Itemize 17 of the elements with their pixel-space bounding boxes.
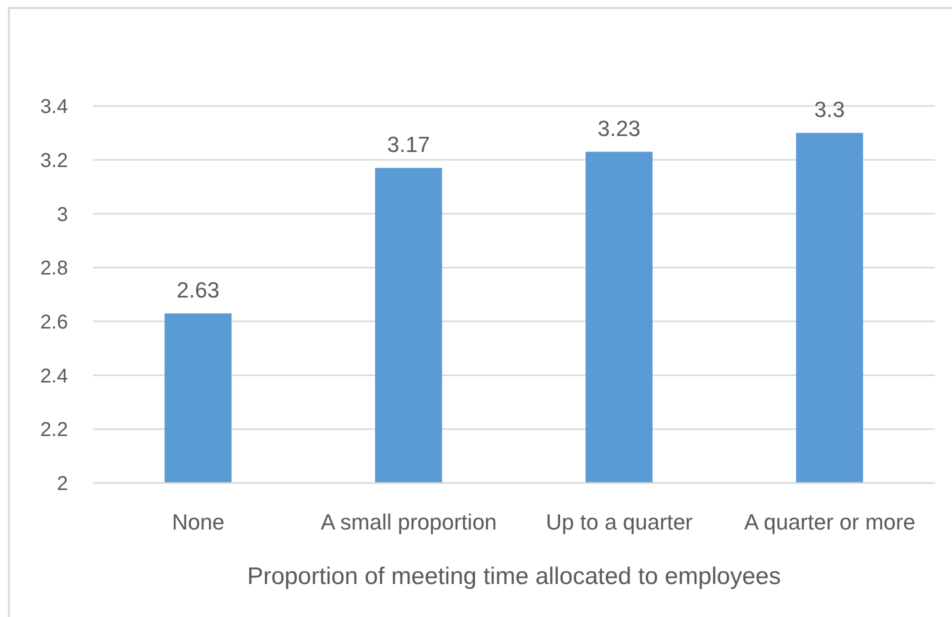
y-tick-label: 3.2 xyxy=(40,150,68,172)
y-tick-label: 2.8 xyxy=(40,258,68,280)
x-axis-title: Proportion of meeting time allocated to employees xyxy=(247,563,781,590)
data-label: 3.23 xyxy=(598,116,640,141)
x-tick-label: Up to a quarter xyxy=(546,510,693,535)
y-tick-label: 2 xyxy=(56,473,68,496)
y-tick-label: 3.4 xyxy=(40,96,68,118)
y-tick-label: 2.6 xyxy=(40,312,68,334)
y-tick-label: 3 xyxy=(56,204,68,226)
x-tick-label: A small proportion xyxy=(320,510,497,535)
x-tick-label: None xyxy=(172,510,225,535)
data-label: 3.17 xyxy=(387,132,430,157)
data-label: 2.63 xyxy=(176,277,220,302)
data-label: 3.3 xyxy=(814,96,845,122)
x-tick-label: A quarter or more xyxy=(744,510,916,535)
y-tick-label: 2.2 xyxy=(40,419,68,442)
y-tick-label: 2.4 xyxy=(40,365,68,388)
